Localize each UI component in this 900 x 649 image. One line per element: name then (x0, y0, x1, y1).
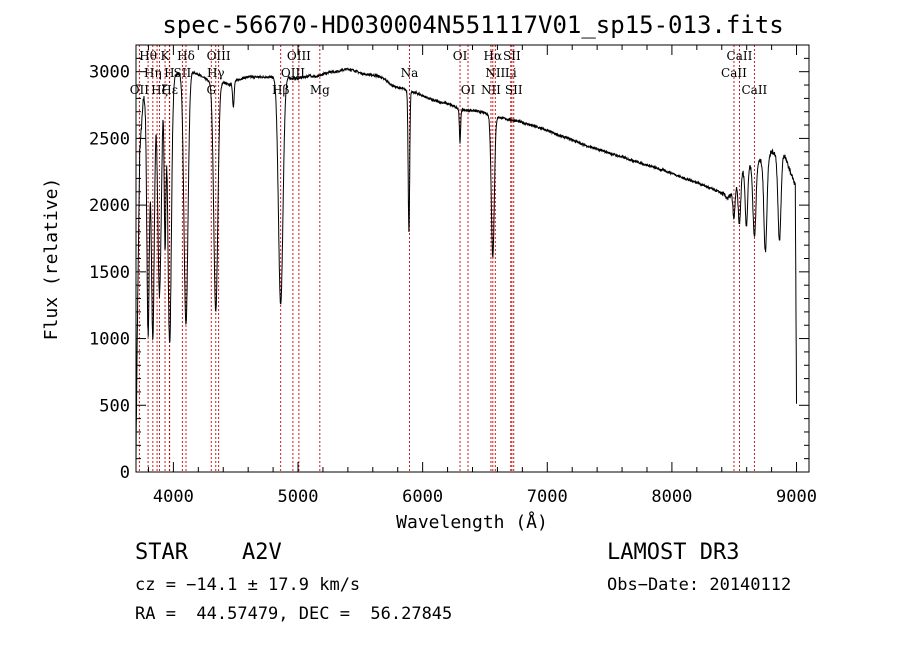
line-marker-label: CaII (721, 66, 747, 80)
x-tick-label: 6000 (402, 487, 443, 507)
line-marker-label: Hγ (207, 66, 225, 80)
line-marker-label: OII (130, 83, 150, 97)
line-marker-label: Hε (161, 83, 178, 97)
line-marker-label: Na (401, 66, 419, 80)
plot-frame (135, 44, 810, 473)
spectrum-line (135, 67, 797, 463)
y-tick-label: 3000 (89, 63, 130, 83)
line-marker-label: Hδ (177, 49, 195, 63)
line-marker-label: CaII (741, 83, 767, 97)
line-marker-label: K (161, 49, 171, 63)
y-tick-label: 1500 (89, 263, 130, 283)
line-marker-label: OI (453, 49, 468, 63)
line-marker-label: H (164, 66, 174, 80)
line-marker-label: Li (505, 66, 517, 80)
chart-title: spec-56670-HD030004N551117V01_sp15-013.f… (162, 11, 783, 39)
y-tick-label: 2500 (89, 129, 130, 149)
line-marker-label: SII (174, 66, 192, 80)
line-marker-label: OIII (207, 49, 231, 63)
y-tick-label: 1000 (89, 330, 130, 350)
observation-date: Obs−Date: 20140112 (607, 575, 792, 595)
x-axis-label: Wavelength (Å) (396, 511, 548, 533)
line-marker-label: Mg (310, 83, 330, 97)
line-marker-label: Hα (484, 49, 503, 63)
y-tick-label: 0 (120, 463, 130, 483)
x-axis: 4000 5000 6000 7000 8000 9000 (147, 45, 817, 507)
x-tick-label: 5000 (278, 487, 319, 507)
y-tick-label: 500 (99, 396, 130, 416)
survey-release: LAMOST DR3 (607, 540, 740, 565)
x-tick-label: 8000 (651, 487, 692, 507)
y-tick-label: 2000 (89, 196, 130, 216)
object-class: STAR (135, 540, 188, 565)
line-marker-label: NII (481, 83, 501, 97)
line-marker-label: CaII (727, 49, 753, 63)
x-tick-label: 4000 (153, 487, 194, 507)
line-marker-label: Hβ (272, 83, 289, 97)
line-marker-label: SII (503, 49, 521, 63)
y-axis: 0 500 1000 1500 2000 2500 3000 (89, 57, 809, 483)
line-marker-label: Hζ (151, 83, 168, 97)
line-marker-label: Hη (144, 66, 162, 80)
line-marker-label: NII (485, 66, 505, 80)
line-marker-label: Hθ (139, 49, 157, 63)
x-tick-label: 7000 (527, 487, 568, 507)
y-axis-label: Flux (relative) (41, 178, 62, 341)
line-marker-label: OI (461, 83, 476, 97)
line-markers (138, 45, 755, 472)
line-marker-label: OIII (287, 49, 311, 63)
spectral-subclass: A2V (242, 540, 282, 565)
line-marker-labels: OII Hθ Hη Hζ KH Hε Hδ SII G Hγ OIII Hβ OIII OIII Mg Na O… (130, 49, 768, 97)
redshift-cz: cz = −14.1 ± 17.9 km/s (135, 575, 361, 595)
coordinates: RA = 44.57479, DEC = 56.27845 (135, 604, 453, 624)
line-marker-label: SII (505, 83, 523, 97)
line-marker-label: G (206, 83, 216, 97)
x-tick-label: 9000 (776, 487, 817, 507)
line-marker-label: OIII (281, 66, 305, 80)
